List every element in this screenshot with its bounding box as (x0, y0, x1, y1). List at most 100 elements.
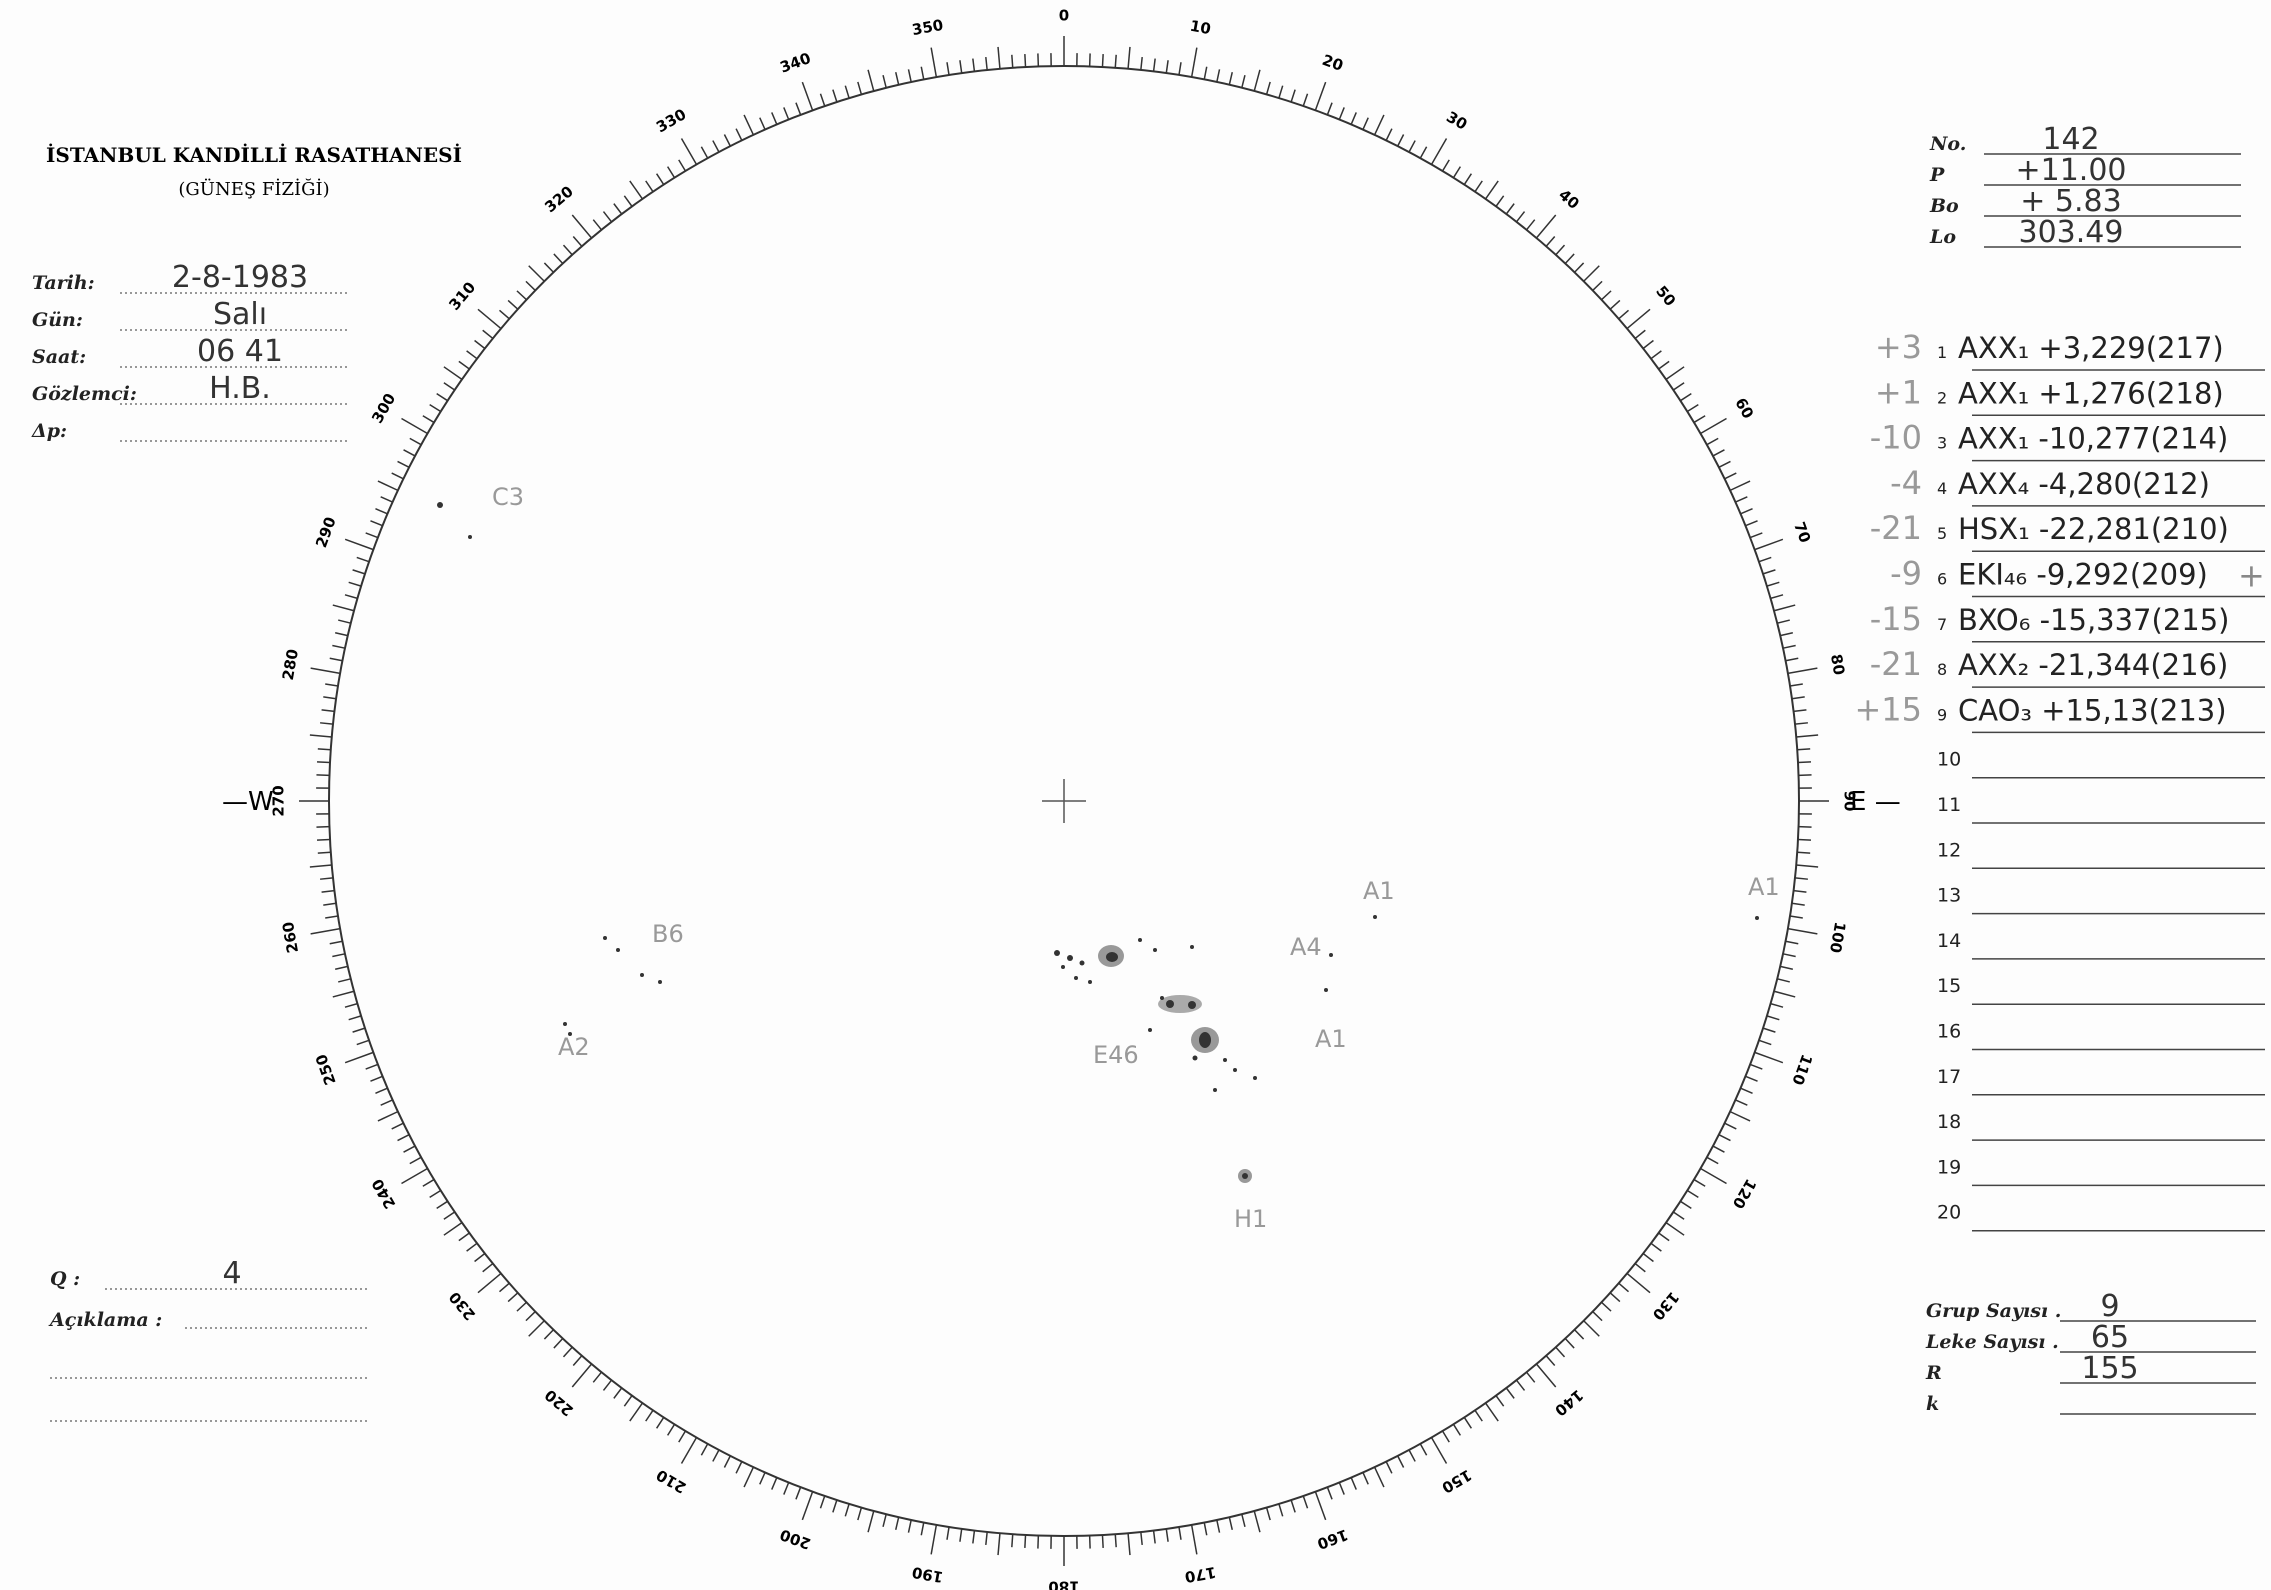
scale-tick (1583, 1320, 1600, 1337)
scale-tick (466, 1242, 478, 1252)
scale-tick (712, 140, 720, 153)
scale-tick (482, 329, 494, 340)
scale-tick (1350, 112, 1357, 125)
scale-label: 270 (270, 785, 288, 816)
scale-tick (1665, 366, 1685, 381)
scale-tick (1203, 1522, 1208, 1536)
scale-tick (1495, 195, 1505, 207)
west-label: —W (222, 787, 274, 817)
group-number: 14 (1937, 930, 1961, 952)
scale-tick (352, 1027, 366, 1033)
group-number: 2 (1937, 388, 1947, 407)
center-cross (1042, 779, 1086, 823)
scale-tick (946, 62, 950, 76)
scale-tick (645, 180, 654, 193)
scale-tick (335, 632, 349, 637)
scale-tick (712, 1449, 720, 1462)
scale-tick (1515, 1379, 1526, 1391)
scale-tick (321, 889, 335, 893)
scale-tick (562, 1346, 573, 1358)
scale-tick (795, 102, 802, 116)
scale-tick (1397, 1455, 1405, 1468)
group-latitude: +15 (1854, 690, 1922, 728)
scale-tick (1525, 219, 1536, 231)
group-latitude: -21 (1870, 645, 1922, 683)
scale-tick (1658, 1232, 1670, 1242)
scale-tick (1724, 1122, 1737, 1130)
scale-tick (771, 1477, 778, 1490)
scale-tick (1779, 632, 1793, 637)
spot-label: H1 (1234, 1205, 1267, 1233)
field-label: Tarih: (32, 272, 95, 294)
scale-tick (1564, 1338, 1575, 1349)
scale-tick (592, 1371, 603, 1383)
scale-tick (1789, 683, 1803, 687)
scale-tick (1766, 1015, 1780, 1021)
scale-tick (409, 437, 422, 446)
scale-tick (759, 1472, 766, 1485)
scale-tick (1152, 58, 1156, 72)
scale-label: 220 (541, 1386, 577, 1420)
scale-tick (562, 244, 573, 256)
scale-tick (985, 57, 988, 71)
scale-tick (1735, 496, 1748, 503)
scale-tick (474, 339, 486, 350)
scale-tick (1452, 166, 1462, 179)
scale-tick (613, 203, 623, 215)
scale-tick (323, 696, 337, 700)
field-label: Gün: (32, 309, 83, 331)
scale-tick (1672, 382, 1685, 391)
group-entry: AXX₁ -10,277(214) (1958, 422, 2228, 456)
scale-tick (895, 72, 900, 86)
scale-label: 260 (279, 920, 302, 954)
scale-tick (602, 211, 613, 223)
scale-tick (571, 1363, 593, 1388)
scale-tick (1265, 1507, 1271, 1521)
scale-tick (1787, 667, 1818, 675)
param-label: P (1929, 164, 1945, 186)
scale-tick (338, 978, 352, 983)
scale-tick (316, 761, 331, 764)
scale-tick (436, 1200, 448, 1210)
scale-tick (380, 496, 393, 503)
scale-tick (553, 253, 564, 264)
scale-tick (1474, 1409, 1483, 1422)
scale-tick (1505, 203, 1515, 215)
scale-tick (332, 990, 355, 998)
spot-label: A2 (558, 1033, 590, 1061)
spot-label: A4 (1290, 933, 1322, 961)
scale-tick (907, 1519, 912, 1533)
scale-label: 10 (1189, 17, 1213, 38)
scale-tick (1749, 1063, 1763, 1070)
scale-tick (1326, 1486, 1333, 1500)
scale-tick (1127, 46, 1131, 69)
scale-tick (1796, 864, 1819, 868)
scale-label: 340 (778, 49, 814, 77)
group-number: 1 (1937, 343, 1947, 362)
scale-tick (1583, 265, 1600, 282)
scale-tick (959, 60, 963, 74)
scale-tick (1718, 460, 1731, 468)
scale-tick (466, 350, 478, 360)
scale-tick (783, 1482, 790, 1495)
scale-tick (482, 1262, 494, 1273)
scale-tick (1776, 619, 1790, 624)
scale-tick (553, 1338, 564, 1349)
scale-tick (1609, 299, 1621, 310)
scale-tick (1419, 1443, 1428, 1456)
scale-label: 40 (1555, 186, 1583, 213)
scale-label: 170 (1183, 1563, 1217, 1586)
scale-label: 230 (445, 1288, 479, 1324)
scale-tick (1024, 1534, 1027, 1549)
scale-tick (972, 58, 976, 72)
scale-tick (329, 940, 343, 945)
scale-tick (329, 657, 343, 662)
scale-tick (678, 159, 687, 172)
scale-label: 120 (1729, 1176, 1760, 1212)
scale-tick (477, 1272, 502, 1294)
scale-tick (325, 683, 339, 687)
scale-tick (397, 1134, 410, 1142)
scale-tick (1216, 69, 1221, 83)
scale-tick (1441, 159, 1450, 172)
scale-tick (391, 1122, 404, 1130)
